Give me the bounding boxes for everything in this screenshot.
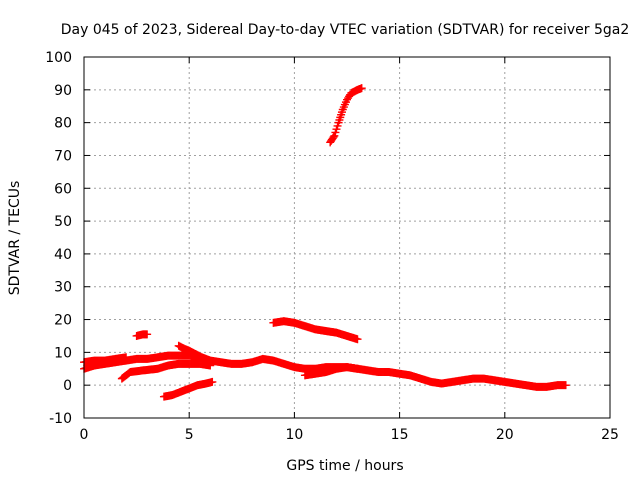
y-tick-label: 50 (54, 214, 72, 230)
y-tick-label: 70 (54, 148, 72, 164)
x-tick-label: 10 (285, 427, 303, 443)
y-tick-label: 40 (54, 247, 72, 263)
y-tick-label: 0 (63, 378, 72, 394)
y-tick-label: 80 (54, 116, 72, 132)
x-tick-label: 15 (391, 427, 409, 443)
track-peak-decay (174, 341, 215, 365)
data-point (561, 381, 570, 390)
track-steep-rise (326, 84, 366, 147)
y-tick-label: 60 (54, 181, 72, 197)
x-tick-label: 20 (496, 427, 514, 443)
track-lower-band (117, 359, 215, 383)
track-mid-day (269, 317, 362, 344)
y-tick-label: 30 (54, 280, 72, 296)
x-axis-label: GPS time / hours (286, 458, 403, 474)
data-point (208, 377, 217, 386)
y-tick-label: -10 (49, 411, 72, 427)
y-axis-label: SDTVAR / TECUs (7, 181, 23, 296)
data-point (329, 133, 338, 142)
axis-ticks: -10 0 10 20 30 40 50 60 70 80 90 100 0 5 10 15 20 25 (45, 50, 619, 443)
y-tick-label: 20 (54, 313, 72, 329)
data-point (357, 84, 366, 93)
track-negative-rise (159, 377, 217, 401)
track-late-decline (300, 363, 570, 391)
y-tick-label: 90 (54, 83, 72, 99)
data-point (353, 335, 362, 344)
chart-title: Day 045 of 2023, Sidereal Day-to-day VTE… (61, 22, 630, 38)
y-tick-label: 100 (45, 50, 72, 66)
x-tick-label: 25 (601, 427, 619, 443)
data-points (80, 84, 570, 401)
x-tick-label: 5 (185, 427, 194, 443)
track-short-segment (132, 330, 152, 340)
data-point (206, 356, 215, 365)
data-point (122, 353, 131, 362)
x-tick-label: 0 (80, 427, 89, 443)
data-point (143, 330, 152, 339)
y-tick-label: 10 (54, 345, 72, 361)
plot-frame (83, 56, 611, 419)
